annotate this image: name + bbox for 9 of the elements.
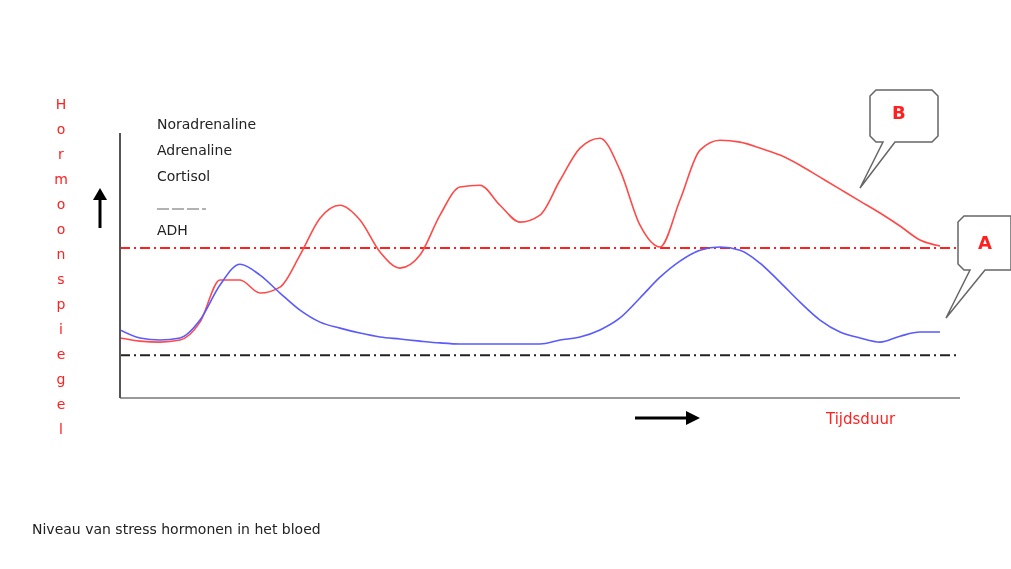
text: Niveau van stress hormonen in het bloed: [32, 521, 321, 537]
text: A: [978, 232, 992, 253]
annotation: Adrenaline: [157, 142, 232, 158]
x-axis-title: Tijdsduur: [826, 410, 896, 428]
text: Hormoonspiegel: [54, 96, 68, 437]
text: B: [892, 102, 906, 123]
text: Noradrenaline: [157, 116, 257, 132]
annotation: ADH: [157, 222, 188, 238]
annotation: Cortisol: [157, 168, 211, 184]
